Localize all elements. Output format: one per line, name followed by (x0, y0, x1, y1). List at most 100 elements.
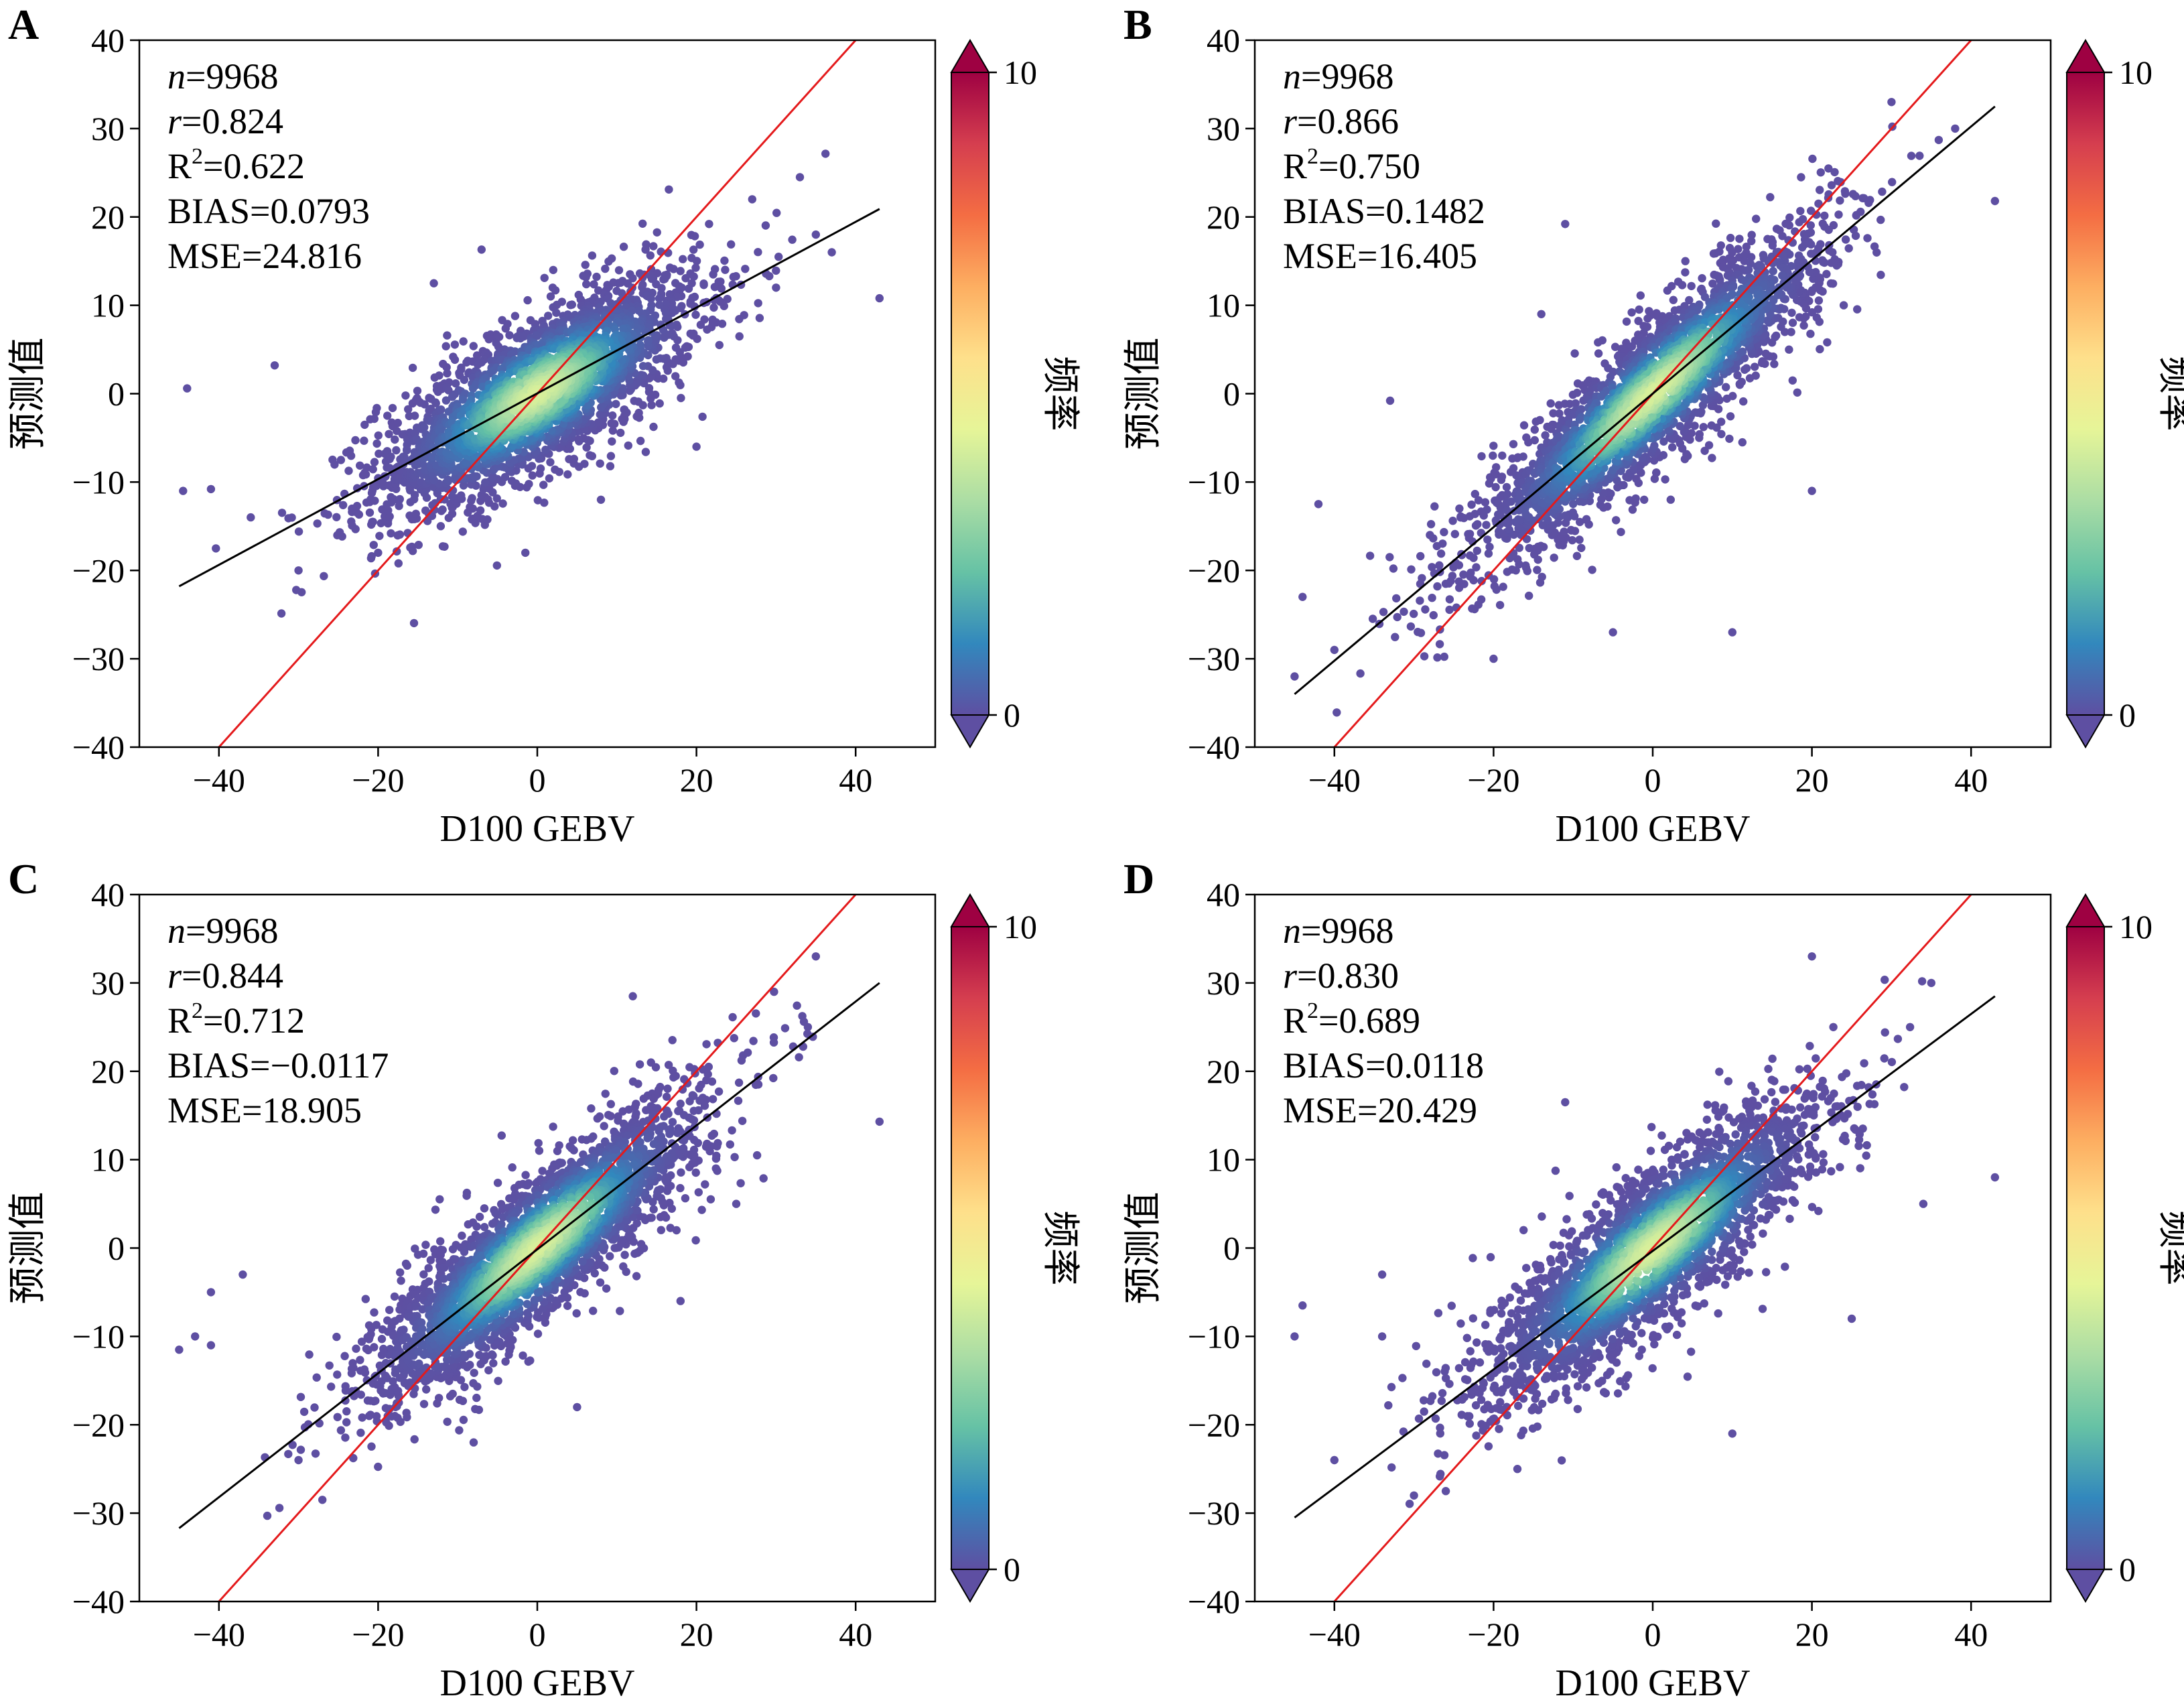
scatter-point (1747, 231, 1756, 239)
scatter-point (1822, 269, 1831, 279)
colorbar-max-label: 10 (1004, 54, 1037, 91)
scatter-point (1752, 214, 1761, 223)
scatter-point (527, 462, 537, 470)
scatter-point (1599, 390, 1608, 399)
x-tick-label: −20 (352, 761, 404, 799)
scatter-point (1490, 582, 1499, 590)
scatter-point (391, 435, 399, 444)
scatter-point (608, 437, 616, 446)
scatter-point (811, 230, 821, 239)
scatter-point (1816, 186, 1824, 194)
scatter-point (691, 263, 700, 272)
scatter-point (1712, 219, 1720, 228)
scatter-point (1391, 633, 1400, 641)
scatter-point (549, 265, 557, 275)
scatter-point (772, 266, 780, 275)
stat-mse: MSE=24.816 (167, 236, 362, 276)
scatter-point (1435, 640, 1444, 649)
scatter-point (614, 266, 624, 275)
scatter-point (1498, 451, 1507, 460)
scatter-point (644, 384, 654, 393)
scatter-point (1627, 342, 1637, 351)
scatter-point (1778, 232, 1787, 241)
scatter-point (729, 273, 738, 281)
scatter-point (686, 329, 695, 338)
scatter-point (374, 548, 383, 558)
scatter-point (692, 442, 701, 451)
scatter-point (646, 294, 655, 303)
scatter-point (369, 541, 378, 549)
scatter-point (313, 519, 322, 528)
scatter-point (429, 279, 438, 287)
scatter-point (1421, 605, 1430, 614)
scatter-point (582, 443, 591, 452)
scatter-point (1834, 210, 1843, 219)
scatter-point (546, 292, 555, 301)
scatter-point (703, 325, 711, 334)
scatter-point (567, 300, 576, 309)
scatter-point (1485, 479, 1494, 488)
scatter-point (469, 342, 478, 350)
scatter-point (1530, 426, 1539, 434)
scatter-point (1745, 265, 1753, 274)
scatter-point (1793, 388, 1801, 397)
scatter-point (698, 412, 707, 421)
scatter-point (692, 257, 701, 265)
scatter-point (372, 482, 381, 491)
scatter-point (1519, 421, 1529, 430)
scatter-point (1410, 609, 1418, 618)
scatter-point (1550, 553, 1558, 562)
scatter-point (586, 451, 594, 460)
scatter-point (370, 458, 379, 466)
scatter-point (582, 279, 591, 289)
scatter-point (699, 281, 708, 289)
scatter-point (324, 510, 332, 519)
scatter-point (247, 513, 255, 522)
stat-bias: BIAS=0.0793 (167, 191, 370, 231)
scatter-point (1333, 708, 1341, 717)
scatter-point (677, 393, 685, 403)
scatter-point (1385, 396, 1395, 405)
scatter-point (1515, 543, 1523, 552)
scatter-point (1807, 486, 1816, 495)
scatter-point (1407, 565, 1416, 574)
scatter-point (401, 391, 410, 400)
scatter-point (523, 296, 532, 305)
scatter-point (1747, 253, 1756, 261)
scatter-point (1406, 622, 1416, 631)
scatter-point (468, 494, 476, 503)
scatter-point (1435, 561, 1444, 570)
scatter-point (1745, 374, 1755, 383)
scatter-point (594, 286, 603, 295)
scatter-point (668, 308, 677, 318)
scatter-point (1797, 243, 1807, 252)
scatter-point (361, 470, 370, 479)
scatter-point (450, 355, 460, 365)
scatter-point (646, 394, 655, 403)
scatter-point (634, 408, 643, 417)
scatter-point (1628, 505, 1637, 514)
scatter-point (1356, 669, 1365, 678)
scatter-point (1722, 383, 1730, 391)
scatter-point (521, 548, 530, 558)
scatter-point (1839, 301, 1848, 310)
scatter-point (270, 361, 279, 370)
scatter-point (405, 511, 414, 520)
scatter-point (1575, 535, 1584, 544)
scatter-point (320, 572, 328, 580)
scatter-point (500, 472, 510, 482)
scatter-point (647, 401, 656, 409)
scatter-point (1634, 316, 1643, 326)
scatter-point (1669, 296, 1678, 304)
stat-r2: R2=0.622 (167, 144, 305, 186)
scatter-point (1807, 240, 1816, 249)
stat-n: n=9968 (167, 56, 278, 96)
scatter-point (1726, 412, 1735, 421)
scatter-point (443, 475, 452, 484)
scatter-point (1555, 409, 1564, 418)
scatter-point (1650, 441, 1659, 450)
scatter-point (1561, 220, 1570, 228)
scatter-point (616, 278, 625, 287)
scatter-point (437, 405, 446, 414)
scatter-point (546, 458, 555, 466)
